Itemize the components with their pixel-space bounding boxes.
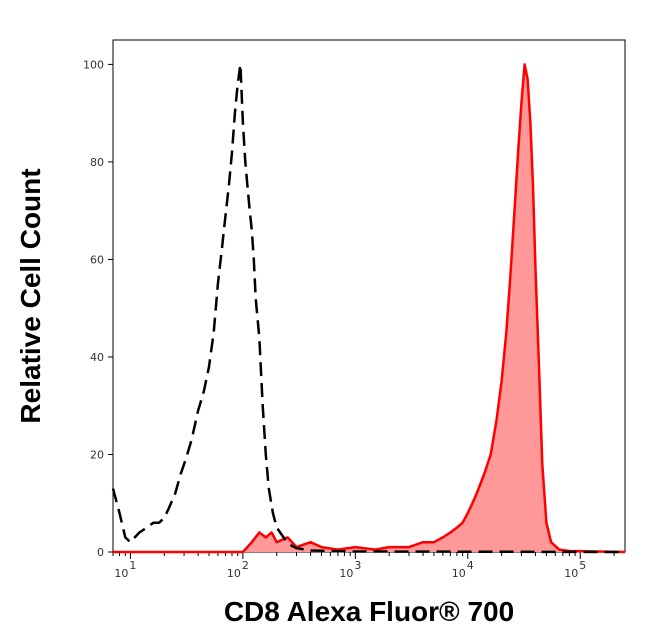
series-fill — [113, 64, 625, 553]
x-tick-label: 10 — [564, 567, 578, 580]
x-tick-label: 10 — [452, 567, 466, 580]
y-tick-label: 40 — [90, 351, 104, 364]
plot-frame — [112, 39, 626, 553]
x-tick-exponent: 4 — [467, 559, 474, 572]
y-tick-label: 20 — [90, 448, 104, 461]
x-tick-exponent: 1 — [129, 559, 136, 572]
x-tick-label: 10 — [227, 567, 241, 580]
x-axis-title: CD8 Alexa Fluor® 700 — [224, 596, 514, 627]
y-axis-ticks: 0 20 40 60 80 100 — [83, 58, 113, 559]
y-tick-label: 100 — [83, 58, 104, 71]
series-line-dashed — [111, 63, 626, 554]
x-tick-exponent: 2 — [242, 559, 249, 572]
x-tick-exponent: 5 — [579, 559, 586, 572]
series-layer — [111, 63, 626, 554]
y-tick-label: 80 — [90, 156, 104, 169]
y-tick-label: 60 — [90, 253, 104, 266]
x-tick-exponent: 3 — [354, 559, 361, 572]
y-axis-title: Relative Cell Count — [15, 168, 46, 423]
series-line-filled — [113, 63, 626, 554]
x-tick-label: 10 — [114, 567, 128, 580]
x-tick-label: 10 — [339, 567, 353, 580]
y-tick-label: 0 — [97, 546, 104, 559]
